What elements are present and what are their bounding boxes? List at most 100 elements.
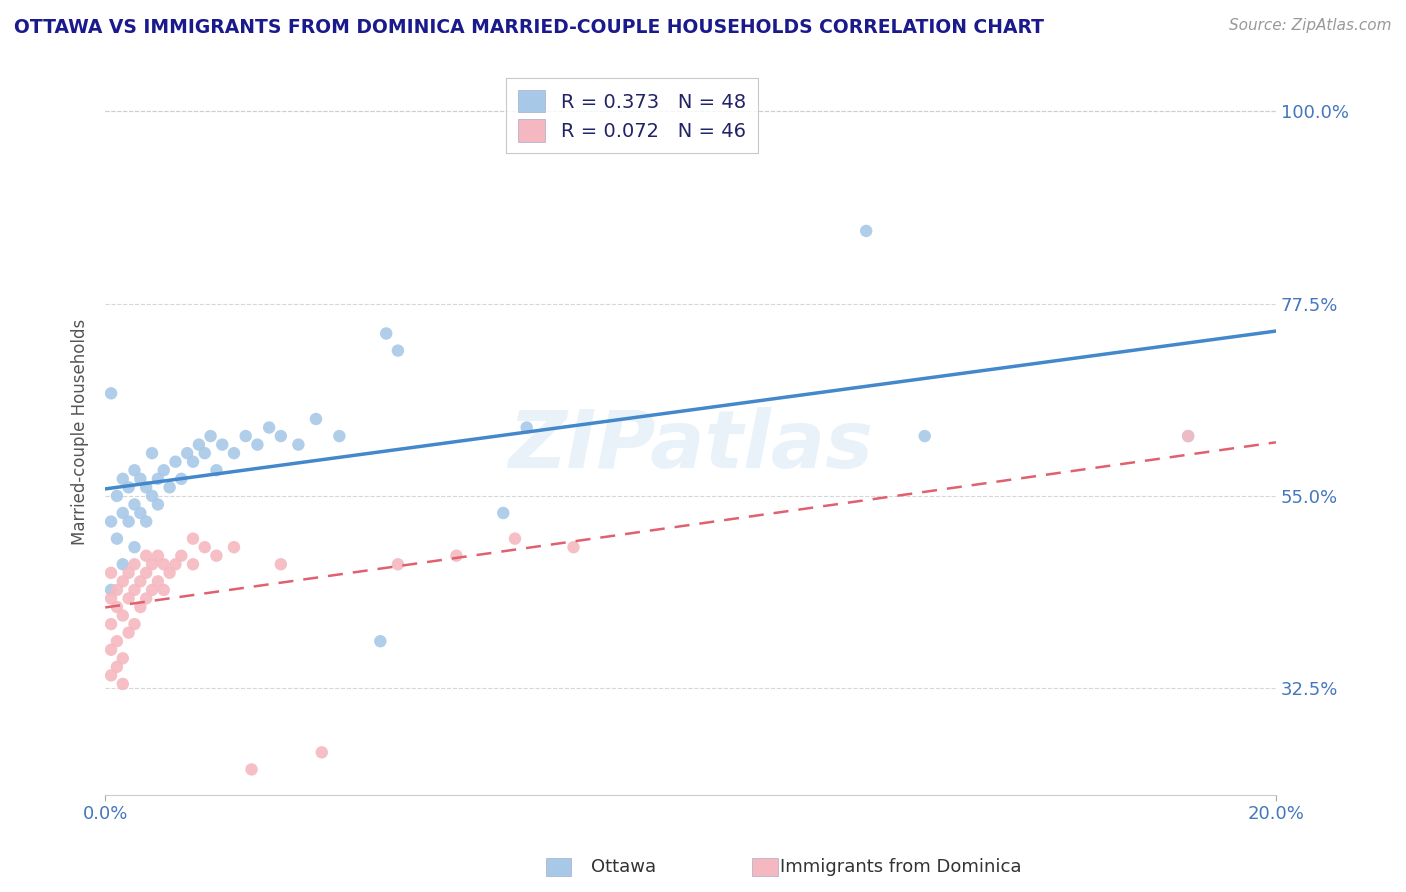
Point [165,558,187,572]
Point [222,540,245,554]
Point [205,549,228,563]
Point [100,591,122,606]
Point [117,625,139,640]
Point [124,498,146,512]
Point [129,574,152,589]
Point [194,446,217,460]
Point [211,437,233,451]
Point [100,386,122,401]
Text: OTTAWA VS IMMIGRANTS FROM DOMINICA MARRIED-COUPLE HOUSEHOLDS CORRELATION CHART: OTTAWA VS IMMIGRANTS FROM DOMINICA MARRI… [14,18,1045,37]
Point [370,634,392,648]
Point [152,463,174,477]
Point [146,549,169,563]
Point [387,558,409,572]
Point [100,515,122,529]
Point [235,429,257,443]
Point [492,506,515,520]
Text: ZIPatlas: ZIPatlas [508,408,873,485]
Point [124,540,146,554]
Point [124,582,146,597]
Point [181,558,204,572]
Point [159,480,181,494]
Point [111,472,134,486]
Point [222,446,245,460]
Point [141,582,163,597]
Point [100,617,122,632]
Point [124,558,146,572]
Point [257,420,280,434]
Point [165,455,187,469]
Point [100,566,122,580]
Point [181,455,204,469]
Point [129,472,152,486]
Point [328,429,350,443]
Point [176,446,198,460]
Point [200,429,222,443]
Point [562,540,585,554]
Point [152,582,174,597]
Point [141,489,163,503]
Point [146,472,169,486]
Text: Source: ZipAtlas.com: Source: ZipAtlas.com [1229,18,1392,33]
Point [311,745,333,759]
Point [135,480,157,494]
Point [105,582,128,597]
Point [124,463,146,477]
Point [516,420,538,434]
Point [135,549,157,563]
Point [187,437,209,451]
Point [105,600,128,615]
Point [246,437,269,451]
Point [205,463,228,477]
Point [170,472,193,486]
Point [170,549,193,563]
Point [270,558,292,572]
Point [159,566,181,580]
Text: Immigrants from Dominica: Immigrants from Dominica [780,858,1022,876]
Point [135,515,157,529]
Point [117,591,139,606]
Point [135,591,157,606]
Point [135,566,157,580]
Point [141,558,163,572]
Point [105,532,128,546]
Point [152,558,174,572]
Point [146,498,169,512]
Point [446,549,468,563]
Point [105,634,128,648]
Point [111,558,134,572]
Point [1177,429,1199,443]
Point [287,437,309,451]
Point [111,651,134,665]
Point [914,429,936,443]
Point [194,540,217,554]
Point [181,532,204,546]
Point [100,642,122,657]
Point [117,515,139,529]
Point [117,480,139,494]
Y-axis label: Married-couple Households: Married-couple Households [72,318,89,545]
Point [111,574,134,589]
Text: Ottawa: Ottawa [591,858,655,876]
Point [129,506,152,520]
Point [105,489,128,503]
Point [124,617,146,632]
Point [117,566,139,580]
Point [141,446,163,460]
Point [1177,429,1199,443]
Point [305,412,328,426]
Point [503,532,526,546]
Point [111,506,134,520]
Point [375,326,398,341]
Point [855,224,877,238]
Point [146,574,169,589]
Point [105,660,128,674]
Point [129,600,152,615]
Point [100,668,122,682]
Point [240,763,263,777]
Point [387,343,409,358]
Point [111,608,134,623]
Point [111,677,134,691]
Point [100,582,122,597]
Legend: R = 0.373   N = 48, R = 0.072   N = 46: R = 0.373 N = 48, R = 0.072 N = 46 [506,78,758,153]
